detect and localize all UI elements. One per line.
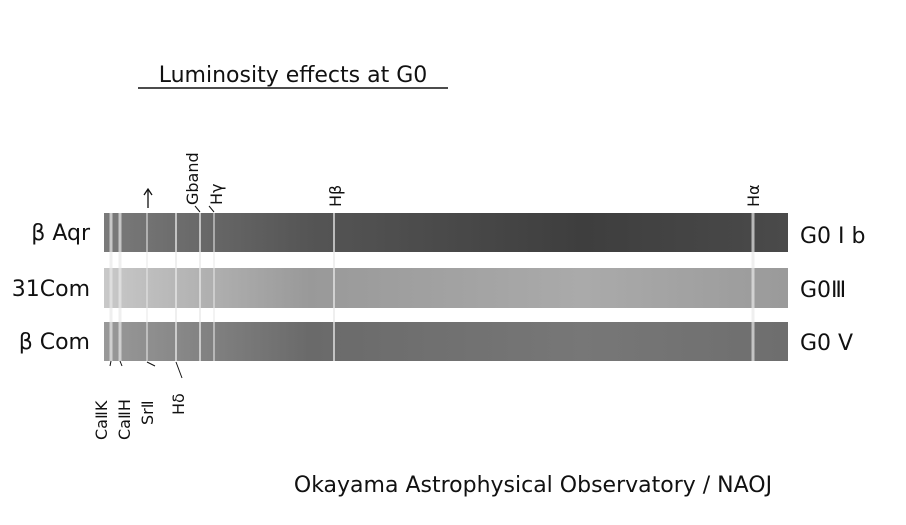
- line-label: SrⅡ: [138, 400, 157, 425]
- star-label: β Aqr: [31, 221, 91, 246]
- line-label: Hγ: [207, 184, 226, 206]
- line-label: CaⅡH: [115, 399, 134, 440]
- credit: Okayama Astrophysical Observatory / NAOJ: [294, 473, 772, 498]
- line-label: Hδ: [169, 393, 188, 415]
- leader-lines: [109, 205, 215, 379]
- spectrum-strip: [104, 213, 788, 252]
- type-label: G0 I b: [800, 224, 865, 249]
- spectral-lines: [109, 213, 755, 361]
- spectrum-strip: [104, 322, 788, 361]
- star-label: β Com: [19, 330, 90, 355]
- spectra: [104, 213, 788, 361]
- arrow: [143, 187, 153, 208]
- line-label: Hα: [744, 184, 763, 207]
- type-label: G0Ⅲ: [800, 278, 846, 303]
- line-label: Gband: [183, 152, 202, 205]
- spectrum-strip: [104, 268, 788, 308]
- line-label: CaⅡK: [92, 400, 111, 440]
- line-label: Hβ: [326, 185, 345, 207]
- type-label: G0 V: [800, 331, 853, 356]
- star-label: 31Com: [12, 277, 90, 302]
- title: Luminosity effects at G0: [159, 63, 428, 88]
